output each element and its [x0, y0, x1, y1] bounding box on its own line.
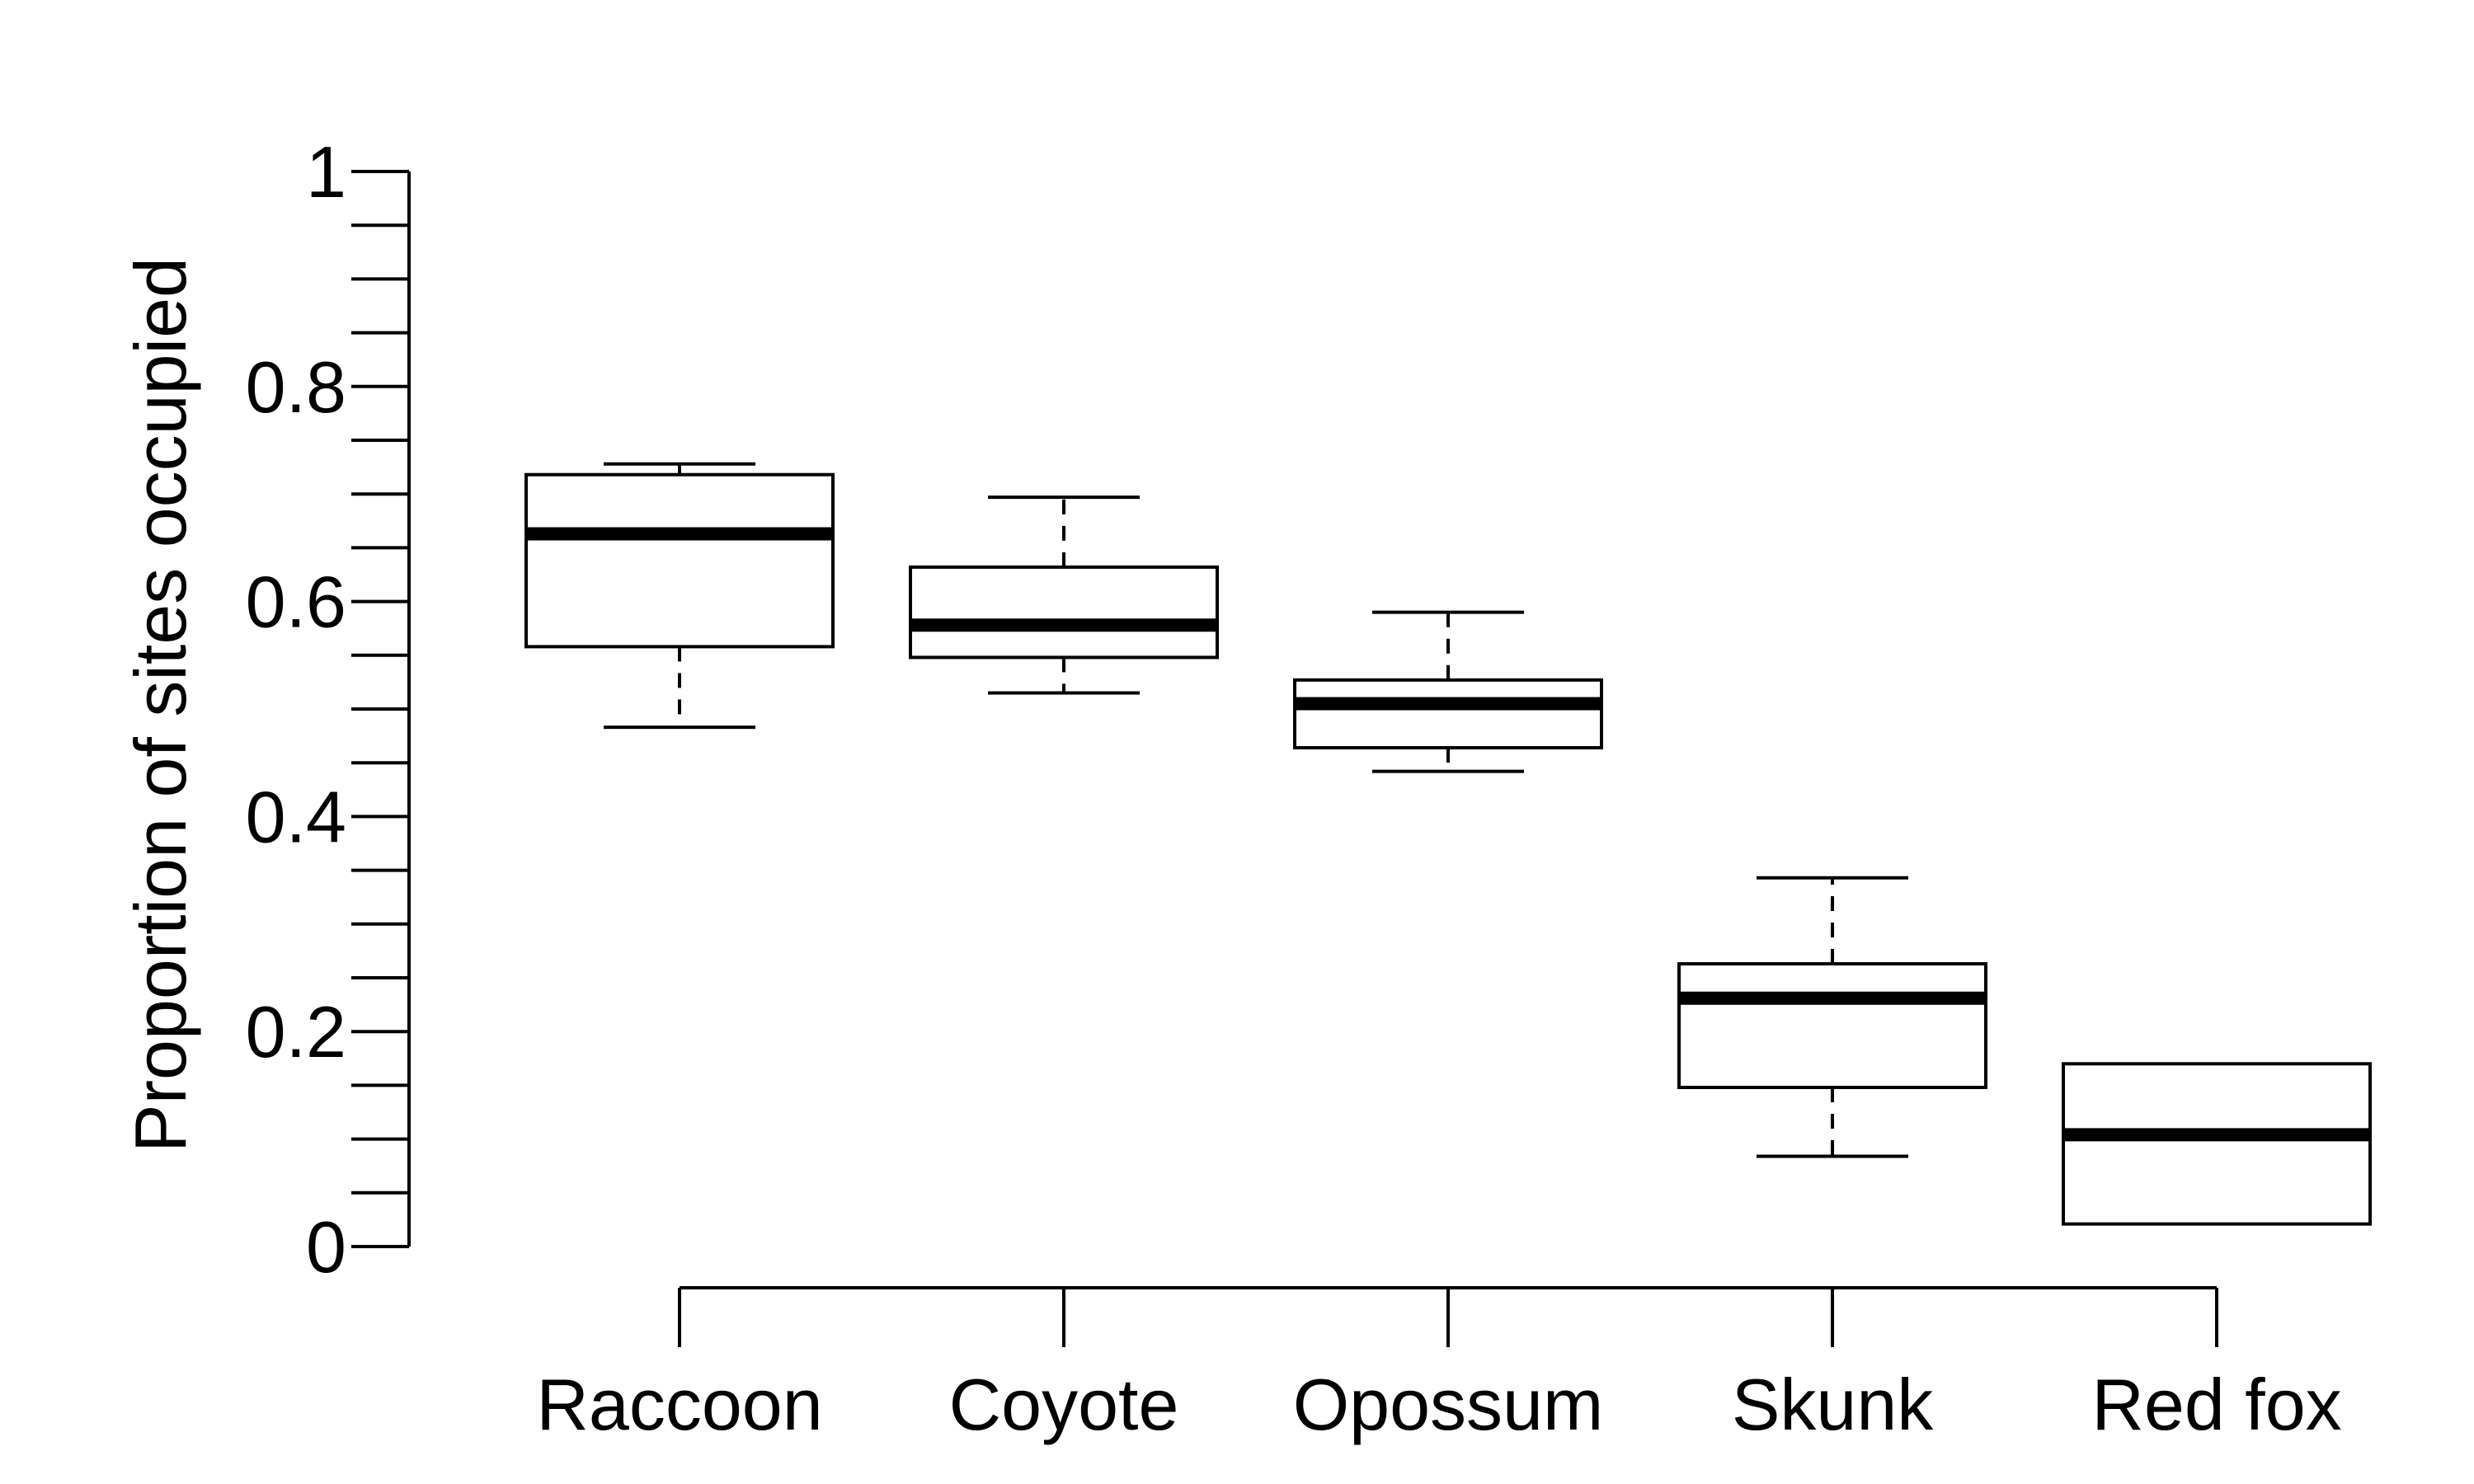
y-tick-label: 0.8: [246, 346, 346, 428]
iqr-box: [1293, 678, 1603, 749]
box-group-raccoon: [524, 462, 835, 730]
y-axis-title: Proportion of sites occupied: [120, 257, 201, 1153]
box-group-skunk: [1677, 876, 1987, 1158]
iqr-box: [1677, 962, 1987, 1090]
box-group-opossum: [1293, 610, 1603, 773]
box-group-red-fox: [2062, 1062, 2372, 1226]
iqr-box: [524, 472, 835, 649]
x-tick-label: Raccoon: [536, 1364, 822, 1445]
box-series: [524, 462, 2372, 1226]
y-tick-label: 0.2: [246, 991, 346, 1073]
y-axis: 0 0.2 0.4 0.6 0.8 1: [246, 131, 411, 1288]
x-tick-label: Coyote: [949, 1364, 1179, 1445]
x-tick-label: Skunk: [1732, 1364, 1935, 1445]
y-tick-label: 0.4: [246, 776, 346, 857]
iqr-box: [2062, 1062, 2372, 1226]
x-tick-label: Red fox: [2091, 1364, 2341, 1445]
y-tick-label: 0: [306, 1206, 346, 1288]
box-group-coyote: [909, 495, 1219, 695]
y-tick-label: 0.6: [246, 561, 346, 643]
x-axis: Raccoon Coyote Opossum Skunk Red fox: [536, 1286, 2342, 1445]
iqr-box: [909, 565, 1219, 660]
y-tick-label: 1: [306, 131, 346, 213]
x-tick-label: Opossum: [1293, 1364, 1604, 1445]
